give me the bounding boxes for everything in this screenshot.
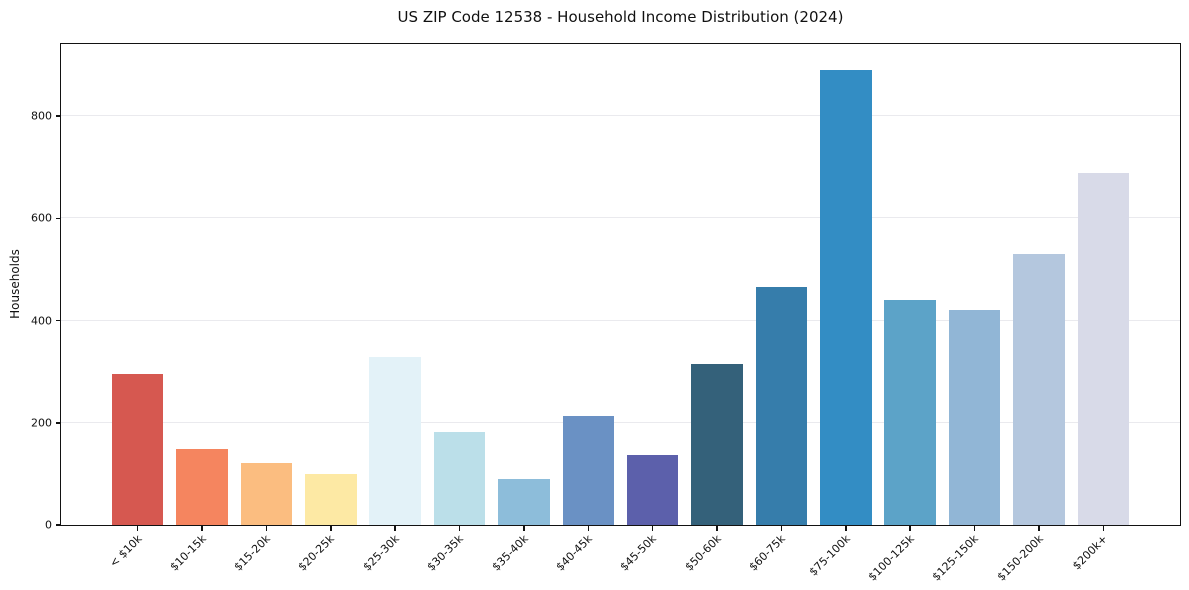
gridline-y-800 [61, 115, 1180, 117]
y-tick-mark-200 [56, 422, 61, 424]
bar-15-20k [240, 462, 293, 525]
x-tick-label-1: $10-15k [167, 532, 209, 574]
x-tick-mark-9 [716, 526, 718, 531]
x-tick-mark-0 [136, 526, 139, 531]
bar-35-40k [498, 479, 550, 525]
bar-150-200k [1013, 254, 1065, 525]
bar-10-15k [176, 449, 228, 525]
x-tick-mark-14 [1038, 526, 1040, 531]
x-tick-mark-13 [973, 526, 976, 531]
y-axis-label: Households [8, 249, 22, 319]
x-tick-mark-10 [780, 526, 783, 531]
y-tick-label-200: 200 [31, 416, 52, 430]
x-tick-mark-7 [587, 526, 590, 531]
x-tick-label-6: $35-40k [489, 532, 531, 574]
x-tick-label-12: $100-125k [865, 532, 917, 584]
x-tick-label-11: $75-100k [806, 532, 853, 579]
bar-10k [111, 373, 164, 525]
x-tick-mark-5 [458, 526, 461, 531]
x-tick-label-4: $25-30k [360, 532, 402, 574]
x-tick-label-8: $45-50k [617, 532, 660, 574]
bar-50-60k [691, 364, 743, 525]
gridline-y-600 [61, 217, 1180, 219]
x-tick-label-5: $30-35k [424, 532, 467, 574]
y-tick-mark-0 [56, 524, 61, 526]
chart-title: US ZIP Code 12538 - Household Income Dis… [397, 8, 844, 26]
bar-60-75k [755, 286, 808, 525]
bar-20-25k [305, 473, 357, 525]
gridline-y-200 [61, 421, 1180, 423]
plot-area: 0 200 400 600 800 < $10k $10-15k $15-20k $20-25k… [31, 43, 1181, 583]
x-tick-mark-1 [201, 526, 203, 531]
x-tick-mark-3 [330, 526, 332, 531]
y-tick-mark-800 [56, 115, 61, 117]
y-tick-label-0: 0 [45, 518, 52, 532]
x-tick-mark-6 [523, 526, 525, 531]
x-tick-label-2: $15-20k [231, 532, 273, 574]
bar-45-50k [626, 455, 679, 525]
bar-75-100k [820, 70, 872, 525]
x-tick-label-14: $150-200k [994, 532, 1046, 584]
x-tick-label-7: $40-45k [553, 532, 595, 574]
x-tick-label-15: $200k+ [1069, 532, 1110, 573]
x-tick-mark-12 [909, 526, 911, 531]
x-tick-mark-15 [1102, 526, 1105, 531]
bar-200k [1077, 172, 1130, 525]
y-tick-label-600: 600 [31, 211, 52, 225]
y-tick-mark-400 [56, 319, 61, 322]
gridline-y-400 [61, 319, 1180, 321]
x-tick-mark-8 [651, 526, 654, 531]
x-tick-label-0: < $10k [106, 532, 145, 570]
x-tick-mark-4 [394, 526, 396, 531]
bar-125-150k [948, 310, 1001, 525]
bar-100-125k [884, 300, 936, 525]
y-tick-label-800: 800 [31, 109, 52, 123]
x-tick-mark-2 [265, 526, 268, 531]
x-tick-mark-11 [845, 526, 847, 531]
x-tick-label-9: $50-60k [682, 532, 724, 574]
x-tick-label-3: $20-25k [295, 532, 338, 574]
bar-25-30k [369, 357, 421, 525]
x-tick-label-13: $125-150k [929, 532, 982, 584]
x-tick-label-10: $60-75k [746, 532, 788, 574]
y-tick-label-400: 400 [31, 314, 52, 328]
y-tick-mark-600 [56, 217, 61, 220]
bar-30-35k [433, 431, 486, 525]
bar-40-45k [562, 416, 615, 525]
